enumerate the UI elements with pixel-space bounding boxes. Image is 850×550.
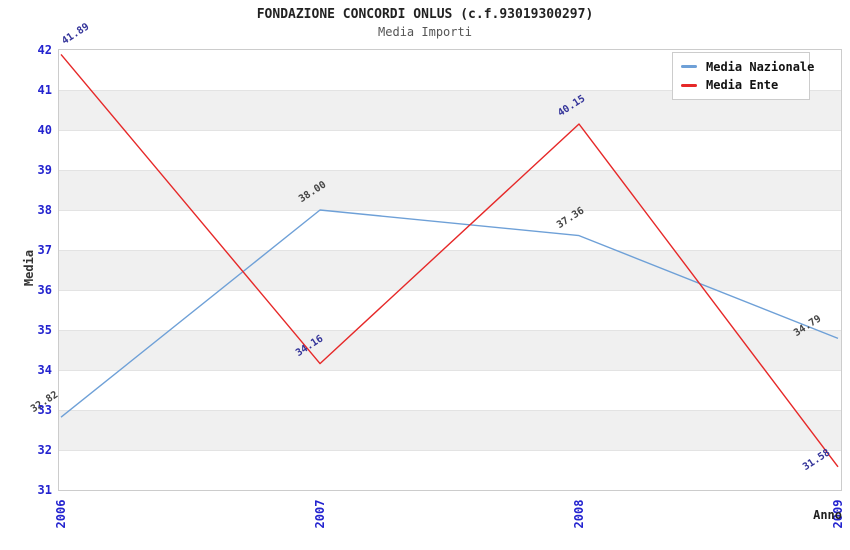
plot-band bbox=[59, 330, 841, 370]
legend-label: Media Ente bbox=[706, 78, 779, 93]
plot-area: 32.82 38.00 37.36 34.79 41.89 34.16 40.15 31.58 bbox=[29, 22, 842, 491]
y-tick-label: 31 bbox=[37, 483, 52, 497]
y-axis-title: Media bbox=[22, 249, 36, 287]
legend-item-media-ente: Media Ente bbox=[681, 78, 801, 92]
plot-band bbox=[59, 250, 841, 290]
chart-subtitle: Media Importi bbox=[378, 25, 472, 39]
legend-line-swatch-blue bbox=[681, 65, 697, 69]
y-tick-label: 35 bbox=[37, 323, 52, 337]
x-tick-label: 2007 bbox=[313, 499, 327, 529]
y-tick-label: 39 bbox=[37, 163, 52, 177]
y-tick-label: 36 bbox=[37, 283, 52, 297]
gridline bbox=[59, 89, 841, 91]
gridline bbox=[59, 449, 841, 451]
gridline bbox=[59, 289, 841, 291]
gridline bbox=[59, 249, 841, 251]
series-lines-layer bbox=[60, 53, 839, 468]
gridline bbox=[59, 409, 841, 411]
series-line-media-ente bbox=[60, 53, 839, 468]
y-tick-label: 42 bbox=[37, 43, 52, 57]
gridline bbox=[59, 369, 841, 371]
legend-label: Media Nazionale bbox=[706, 59, 815, 74]
legend-box: Media Nazionale Media Ente bbox=[672, 52, 814, 100]
x-tick-label: 2006 bbox=[54, 499, 68, 529]
plot-band bbox=[59, 370, 841, 410]
chart-title: FONDAZIONE CONCORDI ONLUS (c.f.930193002… bbox=[256, 7, 594, 22]
y-tick-label: 34 bbox=[37, 363, 52, 377]
y-tick-label: 37 bbox=[37, 243, 52, 257]
x-axis-title: Anno bbox=[813, 508, 842, 522]
y-tick-label: 38 bbox=[37, 203, 52, 217]
plot-band bbox=[59, 290, 841, 330]
plot-band bbox=[59, 130, 841, 170]
y-tick-label: 40 bbox=[37, 123, 52, 137]
gridline bbox=[59, 329, 841, 331]
plot-band bbox=[59, 450, 841, 490]
legend-line-swatch-red bbox=[681, 83, 697, 87]
series-line-media-nazionale bbox=[60, 209, 839, 418]
y-tick-label: 32 bbox=[37, 443, 52, 457]
gridline bbox=[59, 129, 841, 131]
gridline bbox=[59, 209, 841, 211]
plot-band bbox=[59, 170, 841, 210]
plot-band bbox=[59, 410, 841, 450]
y-tick-label: 33 bbox=[37, 403, 52, 417]
legend-item-media-nazionale: Media Nazionale bbox=[681, 60, 814, 74]
gridline bbox=[59, 169, 841, 171]
y-tick-label: 41 bbox=[37, 83, 52, 97]
x-tick-label: 2008 bbox=[572, 499, 586, 529]
